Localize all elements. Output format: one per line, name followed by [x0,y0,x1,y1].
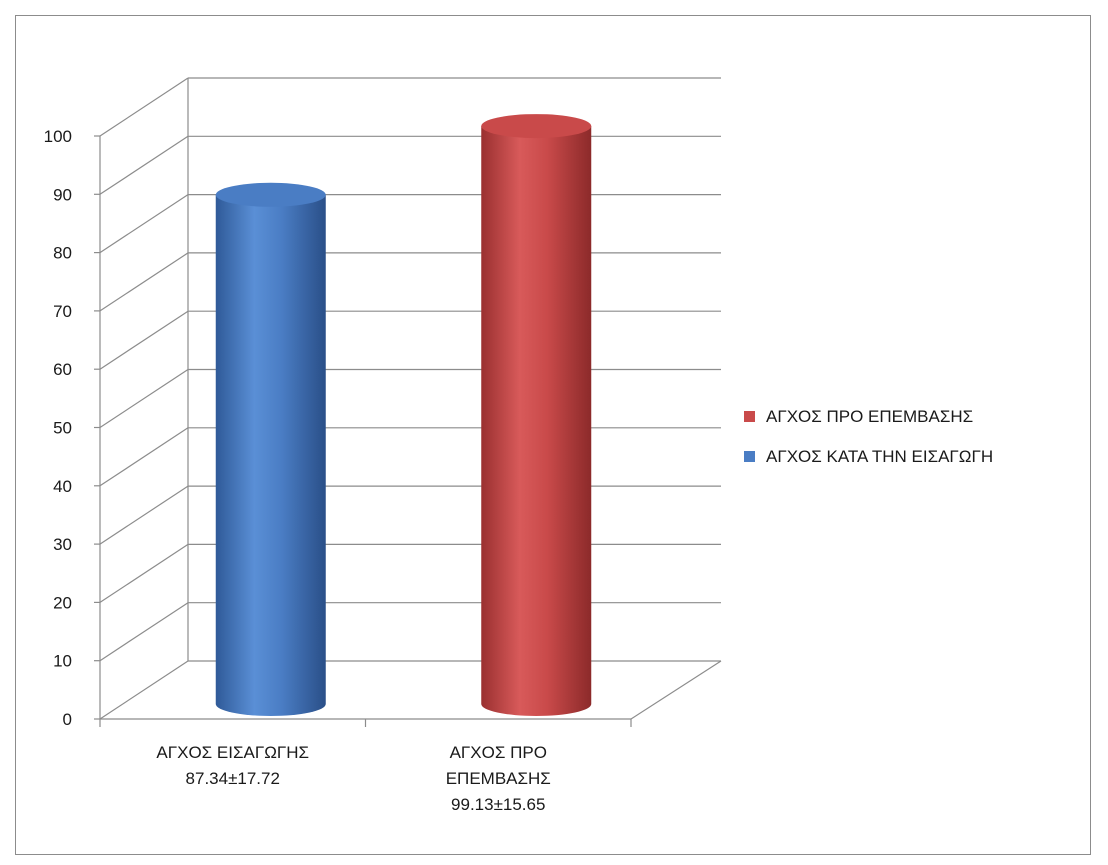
y-tick-label: 30 [53,535,72,554]
bar-top [481,114,592,139]
grid-layer [99,77,721,720]
y-tick-label: 100 [44,127,72,146]
bar-top [215,182,326,207]
y-tick-label: 10 [53,652,72,671]
y-tick-label: 70 [53,302,72,321]
gridline-side [99,485,189,545]
legend-swatch [744,451,755,462]
bar-cylinder [481,114,592,717]
x-category-label: ΑΓΧΟΣ ΕΙΣΑΓΩΓΗΣ [156,743,309,762]
gridline-side [99,368,189,429]
axis-layer [94,78,722,727]
floor-right-edge [630,660,722,720]
bar-body [481,126,592,717]
gridline-side [99,660,189,720]
bars-layer [215,114,592,717]
y-tick-label: 20 [53,593,72,612]
gridline-side [99,252,189,312]
legend-label: ΑΓΧΟΣ ΠΡΟ ΕΠΕΜΒΑΣΗΣ [766,407,973,426]
legend-item: ΑΓΧΟΣ ΠΡΟ ΕΠΕΜΒΑΣΗΣ [744,407,973,426]
gridline-side [99,194,189,254]
chart-svg: 0 10 20 30 40 50 60 70 80 90 100 ΑΓΧΟΣ ΕΙΣΑΓΩΓΗΣ 87.… [44,77,993,814]
y-tick-label: 40 [53,477,72,496]
gridline-side [99,77,189,137]
y-tick-label: 0 [63,710,72,729]
legend-item: ΑΓΧΟΣ ΚΑΤΑ ΤΗΝ ΕΙΣΑΓΩΓΗ [744,447,993,466]
gridline-side [99,602,189,662]
y-tick-label: 90 [53,185,72,204]
gridline-side [99,310,189,370]
bar-cylinder [215,182,326,716]
labels-layer: 0 10 20 30 40 50 60 70 80 90 100 ΑΓΧΟΣ ΕΙΣΑΓΩΓΗΣ 87.… [44,127,551,814]
bar-body [215,194,326,716]
gridline-side [99,427,189,487]
y-tick-label: 60 [53,360,72,379]
gridline-side [99,543,189,603]
x-category-label: ΕΠΕΜΒΑΣΗΣ [446,769,551,788]
x-category-label: 99.13±15.65 [451,795,545,814]
legend: ΑΓΧΟΣ ΠΡΟ ΕΠΕΜΒΑΣΗΣ ΑΓΧΟΣ ΚΑΤΑ ΤΗΝ ΕΙΣΑΓΩ… [744,407,993,466]
y-tick-label: 80 [53,244,72,263]
x-category-label: 87.34±17.72 [186,769,280,788]
x-category-label: ΑΓΧΟΣ ΠΡΟ [450,743,547,762]
y-tick-label: 50 [53,419,72,438]
legend-swatch [744,411,755,422]
chart-frame: 0 10 20 30 40 50 60 70 80 90 100 ΑΓΧΟΣ ΕΙΣΑΓΩΓΗΣ 87.… [15,15,1091,855]
legend-label: ΑΓΧΟΣ ΚΑΤΑ ΤΗΝ ΕΙΣΑΓΩΓΗ [766,447,993,466]
gridline-side [99,135,189,195]
